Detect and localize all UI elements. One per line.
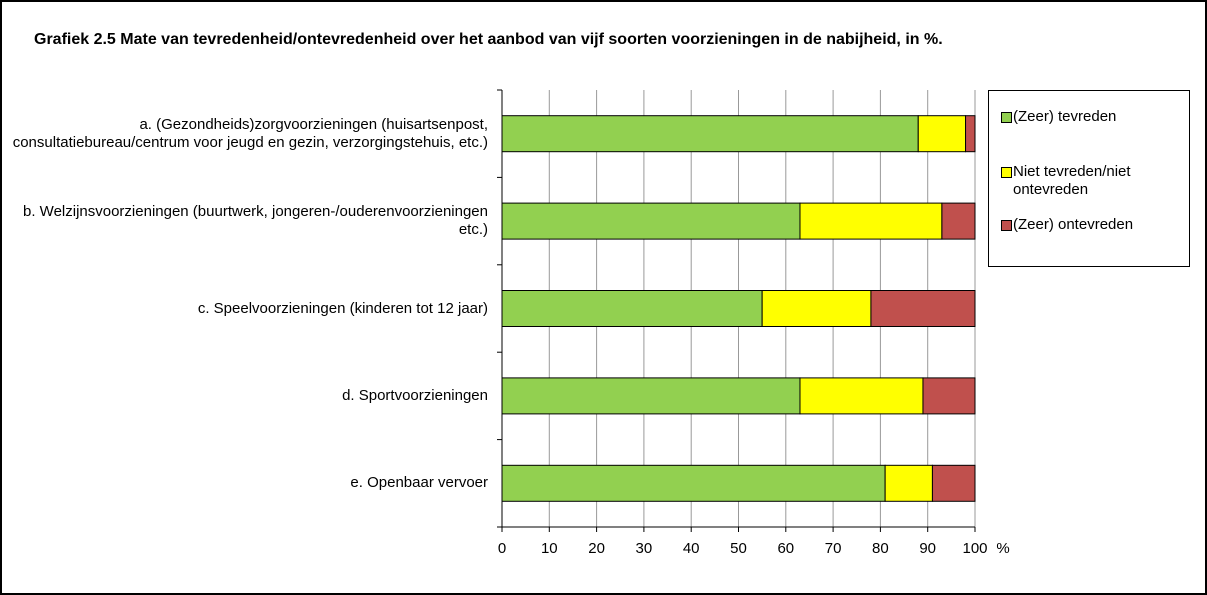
bar-segment xyxy=(799,377,924,415)
bar-segment xyxy=(884,464,933,502)
x-tick-label: 20 xyxy=(588,540,605,557)
bar-segment xyxy=(501,464,886,502)
bar-segment xyxy=(501,202,801,240)
bar-segment xyxy=(799,202,943,240)
category-label: d. Sportvoorzieningen xyxy=(342,386,488,404)
bar-segment xyxy=(501,290,763,327)
x-tick-label: 10 xyxy=(541,540,558,557)
x-tick-label: 70 xyxy=(825,540,842,557)
bar-segment xyxy=(931,464,976,502)
legend-swatch xyxy=(1001,112,1012,123)
category-label: e. Openbaar vervoer xyxy=(350,474,488,492)
legend: (Zeer) tevreden Niet tevreden/niet ontevr… xyxy=(988,90,1190,267)
x-tick-label: 0 xyxy=(498,540,506,557)
x-axis-label: % xyxy=(996,540,1009,557)
x-tick-label: 80 xyxy=(872,540,889,557)
legend-swatch xyxy=(1001,220,1012,231)
bar-segment xyxy=(870,290,976,327)
x-tick-label: 50 xyxy=(730,540,747,557)
x-tick-label: 100 xyxy=(962,540,987,557)
legend-label: (Zeer) tevreden xyxy=(1013,108,1117,125)
legend-swatch xyxy=(1001,167,1012,178)
category-label: b. Welzijnsvoorzieningen (buurtwerk, jon… xyxy=(23,203,488,239)
bar-segment xyxy=(761,290,872,327)
legend-label: Niet tevreden/niet ontevreden xyxy=(1013,163,1131,198)
bar-segment xyxy=(922,377,976,415)
x-tick-label: 60 xyxy=(777,540,794,557)
bar-segment xyxy=(501,377,801,415)
bar-segment xyxy=(917,115,967,153)
bar-segment xyxy=(965,115,976,153)
category-label: c. Speelvoorzieningen (kinderen tot 12 j… xyxy=(197,299,488,317)
x-tick-label: 30 xyxy=(636,540,653,557)
legend-label: (Zeer) ontevreden xyxy=(1013,216,1134,233)
bar-segment xyxy=(501,115,919,153)
x-tick-label: 90 xyxy=(919,540,936,557)
bar-segment xyxy=(941,202,976,240)
chart-title: Grafiek 2.5 Mate van tevredenheid/ontevr… xyxy=(34,31,943,48)
x-tick-label: 40 xyxy=(683,540,700,557)
category-label: a. (Gezondheids)zorgvoorzieningen (huisa… xyxy=(12,115,488,151)
